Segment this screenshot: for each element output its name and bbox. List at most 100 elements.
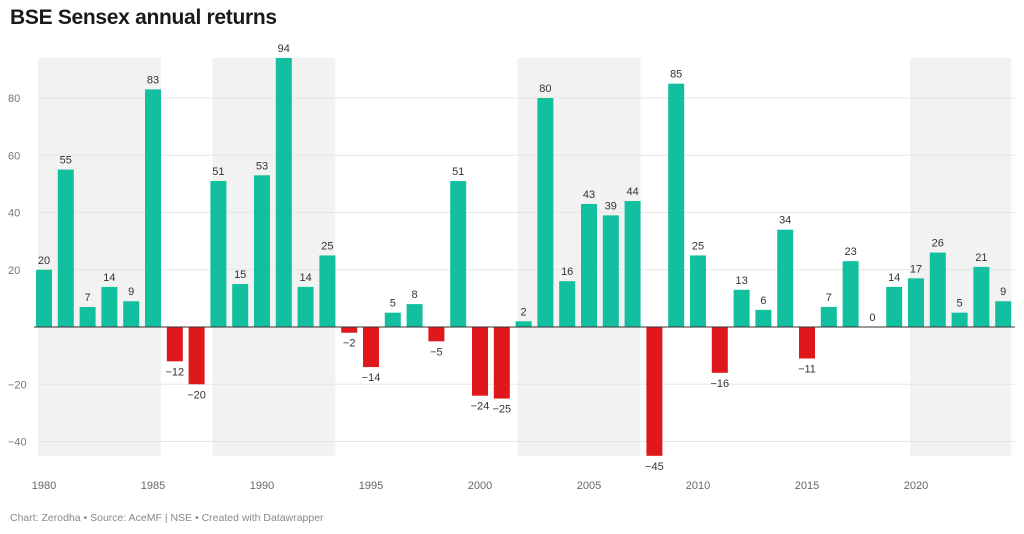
y-tick-label: 60	[8, 150, 20, 162]
bar	[297, 286, 314, 327]
x-tick-label: 2010	[686, 480, 710, 492]
bar	[145, 89, 161, 327]
data-label: 23	[844, 246, 856, 258]
bar	[254, 175, 270, 327]
data-label: 21	[975, 252, 987, 264]
bar	[602, 215, 619, 327]
x-tick-label: 1990	[250, 480, 274, 492]
bar	[57, 169, 74, 327]
bar	[929, 252, 946, 327]
bar	[515, 321, 532, 327]
bar	[668, 83, 685, 327]
y-tick-label: −20	[8, 379, 27, 391]
data-label: 83	[147, 74, 159, 86]
bar	[384, 312, 401, 327]
data-label: 20	[38, 255, 50, 267]
bar	[428, 327, 445, 342]
data-label: −5	[430, 346, 443, 358]
chart-footer: Chart: Zerodha • Source: AceMF | NSE • C…	[10, 512, 324, 524]
bar	[166, 327, 183, 362]
bar	[733, 289, 750, 327]
y-tick-label: 20	[8, 265, 20, 277]
shaded-period	[38, 57, 161, 456]
chart-title: BSE Sensex annual returns	[10, 6, 277, 29]
bar	[363, 327, 379, 368]
shaded-period	[212, 57, 336, 456]
data-label: −12	[165, 366, 184, 378]
data-label: 25	[692, 240, 704, 252]
bar	[406, 304, 423, 327]
data-label: −16	[710, 378, 729, 390]
data-label: −14	[362, 372, 381, 384]
y-tick-label: −40	[8, 437, 27, 449]
bar	[995, 301, 1012, 327]
data-label: 14	[299, 272, 311, 284]
data-label: 14	[888, 272, 900, 284]
data-label: 7	[826, 292, 832, 304]
bar	[450, 181, 467, 327]
bar	[123, 301, 140, 327]
bar	[777, 229, 794, 327]
bar	[799, 327, 815, 359]
bar	[886, 286, 903, 327]
data-label: −11	[798, 363, 816, 375]
bar	[646, 327, 663, 456]
data-label: 5	[390, 298, 396, 310]
data-label: 9	[128, 286, 134, 298]
bar	[472, 327, 488, 396]
data-label: 34	[779, 215, 791, 227]
data-label: 85	[670, 69, 682, 81]
bar	[842, 261, 859, 327]
bar	[210, 181, 227, 327]
data-label: 13	[735, 275, 747, 287]
x-tick-label: 2020	[904, 480, 928, 492]
data-label: 15	[234, 269, 246, 281]
bar	[690, 255, 706, 327]
x-tick-label: 2015	[795, 480, 819, 492]
data-label: 94	[278, 43, 290, 55]
data-label: 14	[103, 272, 115, 284]
bar	[319, 255, 336, 327]
bar	[908, 278, 924, 327]
bar	[973, 266, 990, 327]
data-label: 16	[561, 266, 573, 278]
data-label: 6	[760, 295, 766, 307]
data-label: −2	[343, 338, 356, 350]
bar	[820, 306, 837, 327]
bar	[36, 269, 52, 327]
shaded-period	[910, 57, 1012, 456]
data-label: −45	[645, 461, 664, 473]
x-tick-label: 1995	[359, 480, 383, 492]
data-label: 0	[869, 312, 875, 324]
data-label: 25	[321, 240, 333, 252]
data-label: 51	[452, 166, 464, 178]
bar	[624, 201, 641, 327]
data-label: 44	[626, 186, 638, 198]
bar	[341, 327, 358, 333]
x-tick-label: 1980	[32, 480, 56, 492]
data-label: 80	[539, 83, 551, 95]
bar	[951, 312, 968, 327]
data-label: 55	[60, 155, 72, 167]
bar	[755, 309, 772, 327]
data-label: −20	[187, 389, 206, 401]
data-label: 2	[521, 306, 527, 318]
data-label: 43	[583, 189, 595, 201]
x-tick-label: 2005	[577, 480, 601, 492]
data-label: 7	[85, 292, 91, 304]
shaded-period	[517, 57, 641, 456]
y-tick-label: 40	[8, 208, 20, 220]
data-label: −24	[471, 401, 490, 413]
data-label: 51	[212, 166, 224, 178]
data-label: 17	[910, 263, 922, 275]
bar	[232, 284, 249, 327]
data-label: 9	[1000, 286, 1006, 298]
data-label: 39	[605, 200, 617, 212]
bar	[101, 286, 118, 327]
bar	[711, 327, 728, 373]
bar	[559, 281, 576, 327]
x-tick-label: 1985	[141, 480, 165, 492]
bar	[79, 306, 96, 327]
y-tick-label: 80	[8, 93, 20, 105]
